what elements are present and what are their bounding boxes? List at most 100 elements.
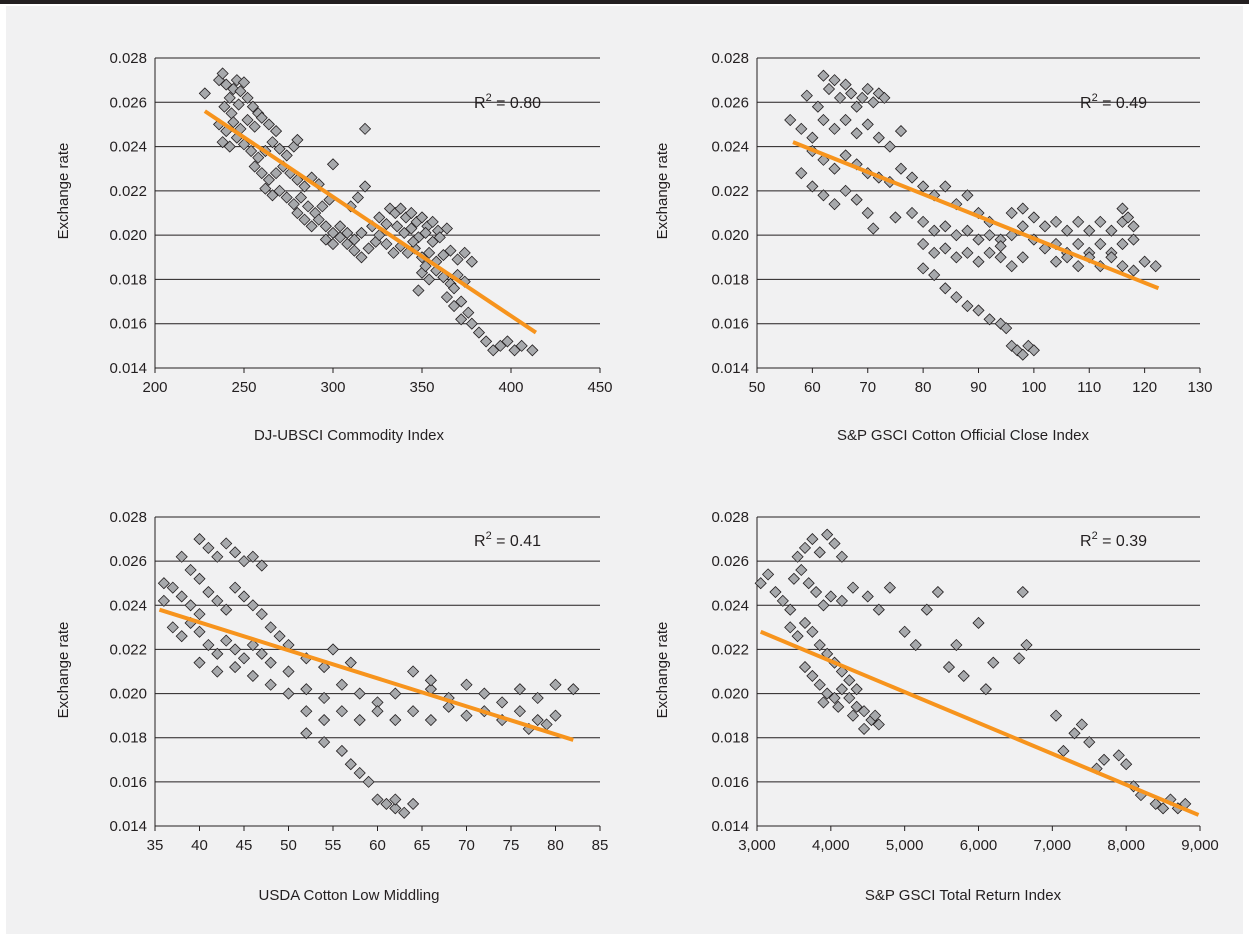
y-tick-label: 0.018 (711, 730, 749, 747)
x-tick-label: 8,000 (1107, 837, 1145, 854)
data-point (1000, 322, 1013, 335)
data-point (358, 180, 372, 193)
data-point (266, 136, 279, 149)
x-tick-label: 35 (147, 837, 164, 854)
data-point (241, 91, 254, 104)
data-point (810, 585, 823, 599)
data-point (754, 577, 767, 590)
data-point (312, 213, 325, 226)
data-point (1027, 344, 1040, 357)
data-point (282, 687, 295, 700)
data-point (939, 180, 952, 193)
data-point (348, 244, 361, 257)
top-rule (0, 0, 1249, 4)
data-point (227, 116, 240, 129)
data-point (1005, 206, 1018, 220)
data-point (344, 758, 357, 771)
data-point (850, 193, 863, 206)
data-point (1127, 264, 1140, 277)
y-tick-label: 0.026 (109, 94, 147, 111)
data-point (157, 577, 170, 590)
x-tick-label: 3,000 (738, 837, 776, 854)
data-point (1157, 802, 1170, 815)
data-point (202, 541, 215, 554)
data-point (334, 231, 347, 244)
data-point (255, 647, 268, 660)
x-axis-label: USDA Cotton Low Middling (259, 887, 440, 904)
data-point (567, 683, 580, 696)
x-tick-label: 350 (409, 379, 434, 396)
y-tick-label: 0.020 (711, 686, 749, 703)
data-point (835, 594, 848, 607)
y-tick-label: 0.026 (109, 553, 147, 570)
data-point (857, 722, 871, 735)
data-point (800, 89, 813, 102)
data-point (872, 718, 885, 731)
data-point (175, 550, 188, 563)
data-point (193, 656, 206, 669)
data-point (961, 246, 974, 259)
data-point (872, 603, 885, 616)
data-point (917, 262, 930, 275)
data-point (928, 268, 941, 282)
data-point (1005, 260, 1018, 273)
data-point (867, 96, 880, 109)
y-tick-label: 0.028 (109, 509, 147, 526)
data-point (905, 171, 919, 184)
data-point (828, 122, 841, 135)
data-point (237, 138, 251, 151)
data-point (389, 687, 402, 700)
data-point (845, 87, 858, 100)
x-tick-label: 110 (1077, 379, 1101, 396)
data-point (193, 625, 206, 638)
data-point (917, 237, 930, 251)
data-point (455, 313, 468, 326)
data-point (175, 590, 188, 603)
data-point (802, 577, 815, 590)
data-point (245, 144, 258, 158)
data-point (478, 687, 491, 700)
data-point (202, 638, 215, 652)
data-point (223, 140, 236, 153)
data-point (821, 687, 834, 700)
data-point (202, 585, 215, 599)
data-point (273, 184, 286, 197)
data-point (1016, 348, 1029, 361)
data-point (362, 242, 375, 255)
data-point (850, 100, 863, 113)
data-point (387, 246, 400, 259)
data-point (1094, 237, 1107, 251)
data-point (241, 113, 254, 127)
data-point (259, 182, 272, 195)
data-point (1049, 215, 1063, 228)
data-point (248, 120, 261, 133)
data-point (264, 621, 277, 634)
data-point (1120, 758, 1133, 771)
data-point (867, 222, 880, 235)
y-tick-label: 0.016 (711, 774, 749, 791)
y-axis-label: Exchange rate (55, 143, 72, 240)
y-tick-label: 0.014 (109, 360, 147, 377)
data-point (942, 661, 956, 674)
x-axis-label: S&P GSCI Cotton Official Close Index (837, 427, 1090, 444)
data-point (264, 678, 277, 691)
data-point (220, 537, 233, 550)
data-point (549, 678, 562, 691)
data-point (291, 206, 304, 220)
y-tick-label: 0.020 (109, 686, 147, 703)
data-point (822, 82, 836, 96)
data-point (460, 709, 473, 722)
data-point (318, 691, 331, 705)
y-tick-label: 0.022 (711, 641, 749, 658)
data-point (335, 705, 348, 718)
y-tick-label: 0.028 (109, 50, 147, 67)
data-point (806, 131, 819, 144)
data-point (229, 546, 242, 559)
data-point (784, 603, 797, 616)
data-point (1072, 237, 1085, 251)
data-point (319, 220, 332, 233)
data-point (1027, 211, 1040, 224)
data-point (391, 220, 404, 233)
data-point (255, 559, 268, 572)
y-tick-label: 0.024 (711, 139, 749, 156)
